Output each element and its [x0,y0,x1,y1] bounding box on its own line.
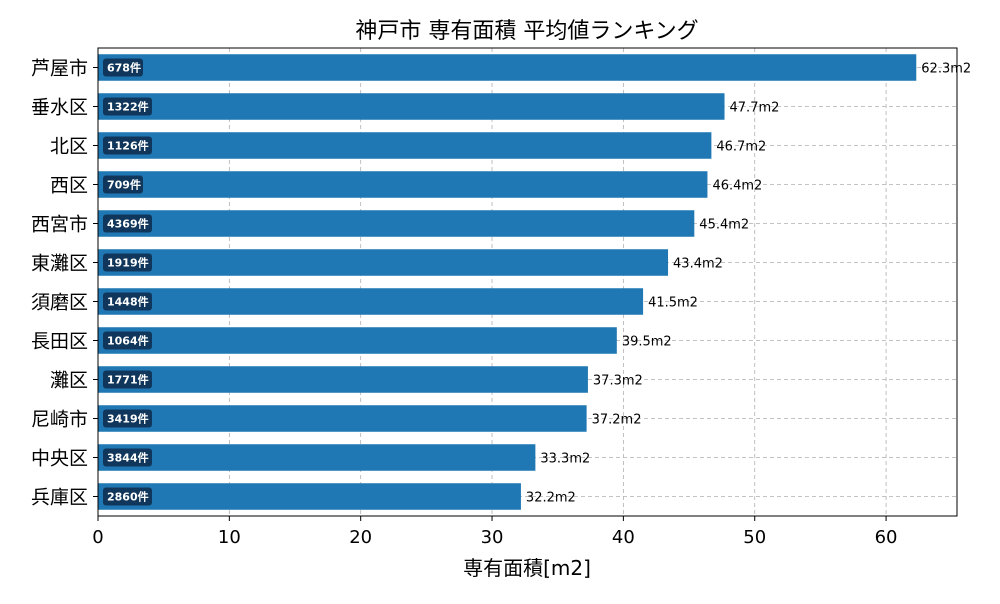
bar-value-label: 37.2m2 [592,413,642,428]
count-badge-label: 709件 [107,178,141,192]
count-badge-label: 1322件 [107,100,149,114]
bar [98,483,521,510]
x-axis: 0 10 20 30 40 50 60 [92,516,898,548]
count-badge [103,370,152,389]
count-badge [103,175,143,194]
bar [98,93,725,120]
count-badge [103,448,152,467]
bar [98,288,644,315]
category-label: 垂水区 [31,97,88,119]
x-tick-label: 20 [349,527,372,548]
category-label: 中央区 [31,448,88,470]
bar-value-label: 41.5m2 [648,296,698,311]
bar [98,366,588,393]
bar-value-label: 32.2m2 [526,491,576,506]
count-badge-label: 1126件 [107,139,149,153]
count-badge [103,214,152,233]
x-axis-label: 専有面積[m2] [463,556,591,580]
bar [98,327,617,354]
bar-value-label: 46.7m2 [716,140,766,155]
category-label: 長田区 [31,331,88,353]
category-label: 西宮市 [31,214,88,236]
count-badge-label: 3419件 [107,412,149,426]
count-badge [103,487,152,506]
bars-layer: 62.3m2 678件 47.7m2 1322件 46.7m2 1126件 46.4m2 70… [98,54,971,510]
count-badge-label: 2860件 [107,490,149,504]
bar [98,210,695,237]
count-badge-label: 3844件 [107,451,149,465]
bar [98,171,708,198]
category-label: 東灘区 [31,253,88,275]
count-badge [103,97,152,116]
category-label: 芦屋市 [31,58,88,80]
category-label: 兵庫区 [31,487,88,509]
bar [98,444,536,471]
bar-value-label: 46.4m2 [712,179,762,194]
count-badge [103,409,152,428]
chart-title: 神戸市 専有面積 平均値ランキング [355,19,698,44]
category-label: 灘区 [50,370,88,392]
category-label: 須磨区 [31,292,88,314]
x-tick-label: 30 [481,527,504,548]
plot-frame [97,47,958,517]
bar [98,249,669,276]
bar-value-label: 33.3m2 [540,452,590,467]
bar [98,54,917,81]
bar-value-label: 37.3m2 [593,374,643,389]
count-badge [103,136,152,155]
count-badge-label: 1771件 [107,373,149,387]
bar [98,132,712,159]
bar [98,405,587,432]
x-tick-label: 40 [612,527,635,548]
count-badge-label: 1448件 [107,295,149,309]
x-tick-label: 0 [92,527,103,548]
count-badge-label: 1919件 [107,256,149,270]
count-badge-label: 1064件 [107,334,149,348]
x-tick-label: 50 [743,527,766,548]
count-badge-label: 678件 [107,61,141,75]
count-badge [103,253,152,272]
bar-value-label: 47.7m2 [730,101,780,116]
count-badge [103,331,152,350]
bar-value-label: 45.4m2 [699,218,749,233]
bar-value-label: 39.5m2 [622,335,672,350]
count-badge-label: 4369件 [107,217,149,231]
x-tick-label: 10 [218,527,241,548]
x-tick-label: 60 [875,527,898,548]
count-badge [103,292,152,311]
bar-value-label: 43.4m2 [673,257,723,272]
count-badge [103,58,143,77]
category-label: 尼崎市 [31,409,88,431]
category-label: 西区 [50,175,88,197]
category-label: 北区 [50,136,88,158]
bar-value-label: 62.3m2 [921,62,971,77]
